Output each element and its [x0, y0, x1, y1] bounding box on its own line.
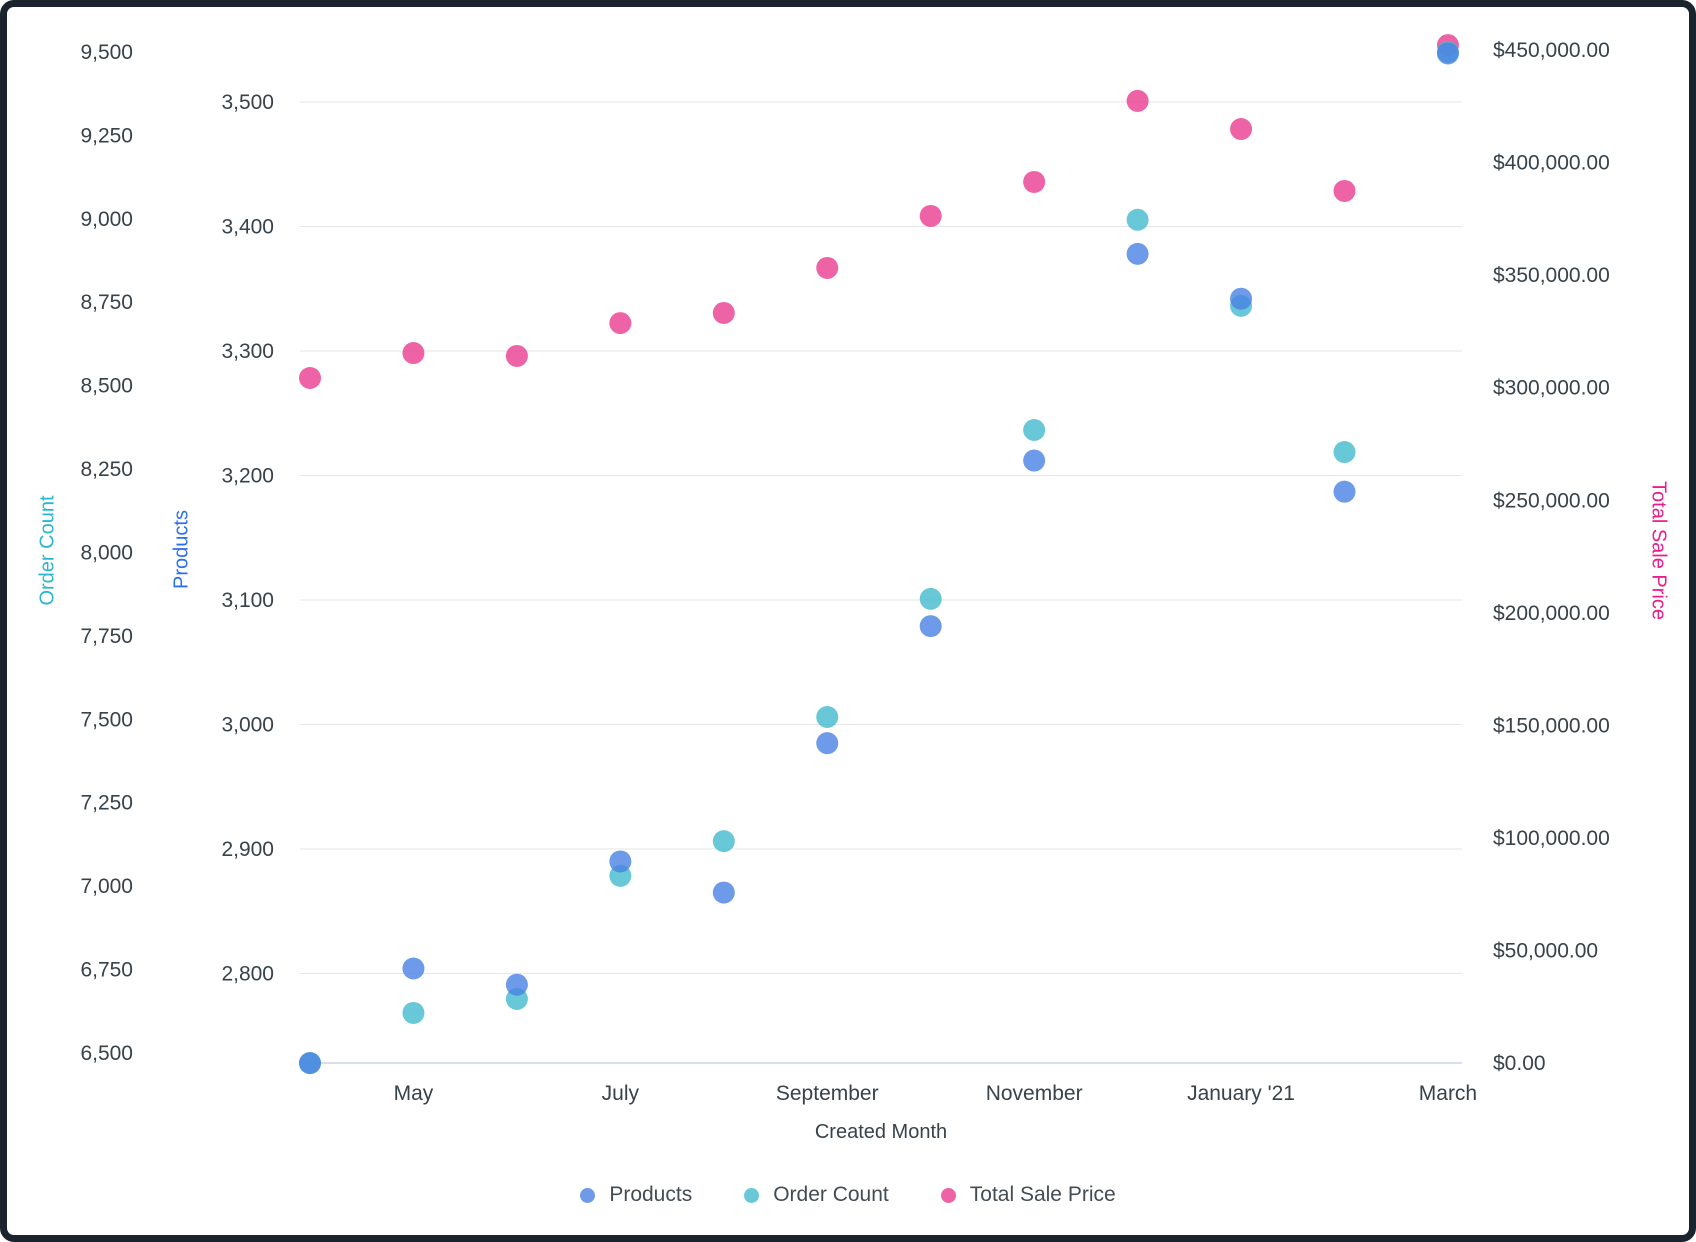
- data-point-total-sale-price[interactable]: [1126, 89, 1149, 112]
- total-sale-price-tick-label: $450,000.00: [1493, 39, 1610, 62]
- order-count-tick-label: 9,000: [80, 208, 133, 231]
- plot-area: 6,500 6,750 7,000 7,250 7,500 7,750 8,000 8,250…: [80, 34, 1610, 1105]
- products-tick-label: 3,200: [221, 465, 274, 488]
- data-point-order-count[interactable]: [712, 830, 735, 853]
- data-point-products[interactable]: [1126, 242, 1149, 265]
- order-count-tick-label: 6,500: [80, 1042, 133, 1065]
- order-count-tick-label: 9,250: [80, 124, 133, 147]
- x-tick-label: July: [602, 1082, 640, 1105]
- data-point-products[interactable]: [712, 881, 735, 904]
- data-point-total-sale-price[interactable]: [1023, 170, 1046, 193]
- scatter-chart: 6,500 6,750 7,000 7,250 7,500 7,750 8,000 8,250…: [7, 7, 1689, 1235]
- data-point-order-count[interactable]: [1126, 208, 1149, 231]
- x-tick-label: January '21: [1187, 1082, 1295, 1105]
- total-sale-price-tick-label: $300,000.00: [1493, 377, 1610, 400]
- data-point-total-sale-price[interactable]: [1333, 179, 1356, 202]
- products-tick-label: 3,100: [221, 589, 274, 612]
- total-sale-price-tick-label: $200,000.00: [1493, 602, 1610, 625]
- data-point-products[interactable]: [609, 850, 632, 873]
- total-sale-price-tick-label: $50,000.00: [1493, 939, 1598, 962]
- legend-dot-icon: [580, 1187, 596, 1203]
- data-point-products[interactable]: [1436, 42, 1459, 65]
- data-point-total-sale-price[interactable]: [919, 204, 942, 227]
- order-count-tick-label: 8,000: [80, 541, 133, 564]
- order-count-tick-label: 9,500: [80, 41, 133, 64]
- data-point-products[interactable]: [1230, 287, 1253, 310]
- order-count-tick-label: 7,000: [80, 875, 133, 898]
- order-count-tick-label: 8,250: [80, 458, 133, 481]
- products-tick-label: 3,300: [221, 340, 274, 363]
- chart-legend: Products Order Count Total Sale Price: [7, 1183, 1689, 1207]
- order-count-tick-label: 8,500: [80, 375, 133, 398]
- data-point-total-sale-price[interactable]: [1230, 118, 1253, 141]
- x-tick-label: November: [986, 1082, 1083, 1105]
- total-sale-price-tick-label: $0.00: [1493, 1052, 1546, 1075]
- total-sale-price-tick-label: $250,000.00: [1493, 489, 1610, 512]
- order-count-tick-label: 7,500: [80, 708, 133, 731]
- order-count-tick-label: 7,250: [80, 792, 133, 815]
- x-tick-label: September: [776, 1082, 879, 1105]
- legend-item-products[interactable]: Products: [580, 1183, 692, 1207]
- x-tick-label: May: [394, 1082, 434, 1105]
- legend-dot-icon: [744, 1187, 760, 1203]
- data-point-order-count[interactable]: [1333, 441, 1356, 464]
- total-sale-price-tick-label: $150,000.00: [1493, 714, 1610, 737]
- data-point-order-count[interactable]: [816, 705, 839, 728]
- legend-item-total-sale-price[interactable]: Total Sale Price: [940, 1183, 1116, 1207]
- legend-label: Order Count: [773, 1183, 889, 1206]
- data-point-order-count[interactable]: [1023, 419, 1046, 442]
- data-point-products[interactable]: [505, 973, 528, 996]
- data-point-total-sale-price[interactable]: [816, 256, 839, 279]
- total-sale-price-tick-label: $100,000.00: [1493, 827, 1610, 850]
- data-point-products[interactable]: [816, 732, 839, 755]
- total-sale-price-tick-label: $350,000.00: [1493, 264, 1610, 287]
- data-point-total-sale-price[interactable]: [712, 301, 735, 324]
- data-point-products[interactable]: [299, 1052, 321, 1075]
- legend-label: Products: [609, 1183, 693, 1206]
- order-count-axis-title: Order Count: [36, 495, 59, 606]
- data-point-total-sale-price[interactable]: [505, 344, 528, 367]
- legend-dot-icon: [940, 1187, 956, 1203]
- data-point-total-sale-price[interactable]: [609, 312, 632, 335]
- order-count-tick-label: 6,750: [80, 959, 133, 982]
- data-point-products[interactable]: [1023, 449, 1046, 472]
- total-sale-price-tick-label: $400,000.00: [1493, 152, 1610, 175]
- legend-item-order-count[interactable]: Order Count: [744, 1183, 889, 1207]
- order-count-tick-label: 7,750: [80, 625, 133, 648]
- legend-label: Total Sale Price: [969, 1183, 1116, 1206]
- products-tick-label: 3,500: [221, 91, 274, 114]
- x-tick-label: March: [1419, 1082, 1477, 1105]
- x-axis-title: Created Month: [814, 1121, 948, 1143]
- products-axis-title: Products: [170, 510, 193, 589]
- products-tick-label: 2,800: [221, 963, 274, 986]
- data-point-products[interactable]: [919, 615, 942, 638]
- products-tick-label: 2,900: [221, 838, 274, 861]
- data-point-products[interactable]: [402, 957, 425, 980]
- data-point-products[interactable]: [1333, 480, 1356, 503]
- data-point-total-sale-price[interactable]: [402, 342, 425, 365]
- products-tick-label: 3,400: [221, 216, 274, 239]
- data-point-total-sale-price[interactable]: [299, 367, 321, 390]
- data-point-order-count[interactable]: [402, 1001, 425, 1024]
- products-tick-label: 3,000: [221, 714, 274, 737]
- data-point-order-count[interactable]: [919, 587, 942, 610]
- total-sale-price-axis-title: Total Sale Price: [1647, 481, 1670, 620]
- order-count-tick-label: 8,750: [80, 291, 133, 314]
